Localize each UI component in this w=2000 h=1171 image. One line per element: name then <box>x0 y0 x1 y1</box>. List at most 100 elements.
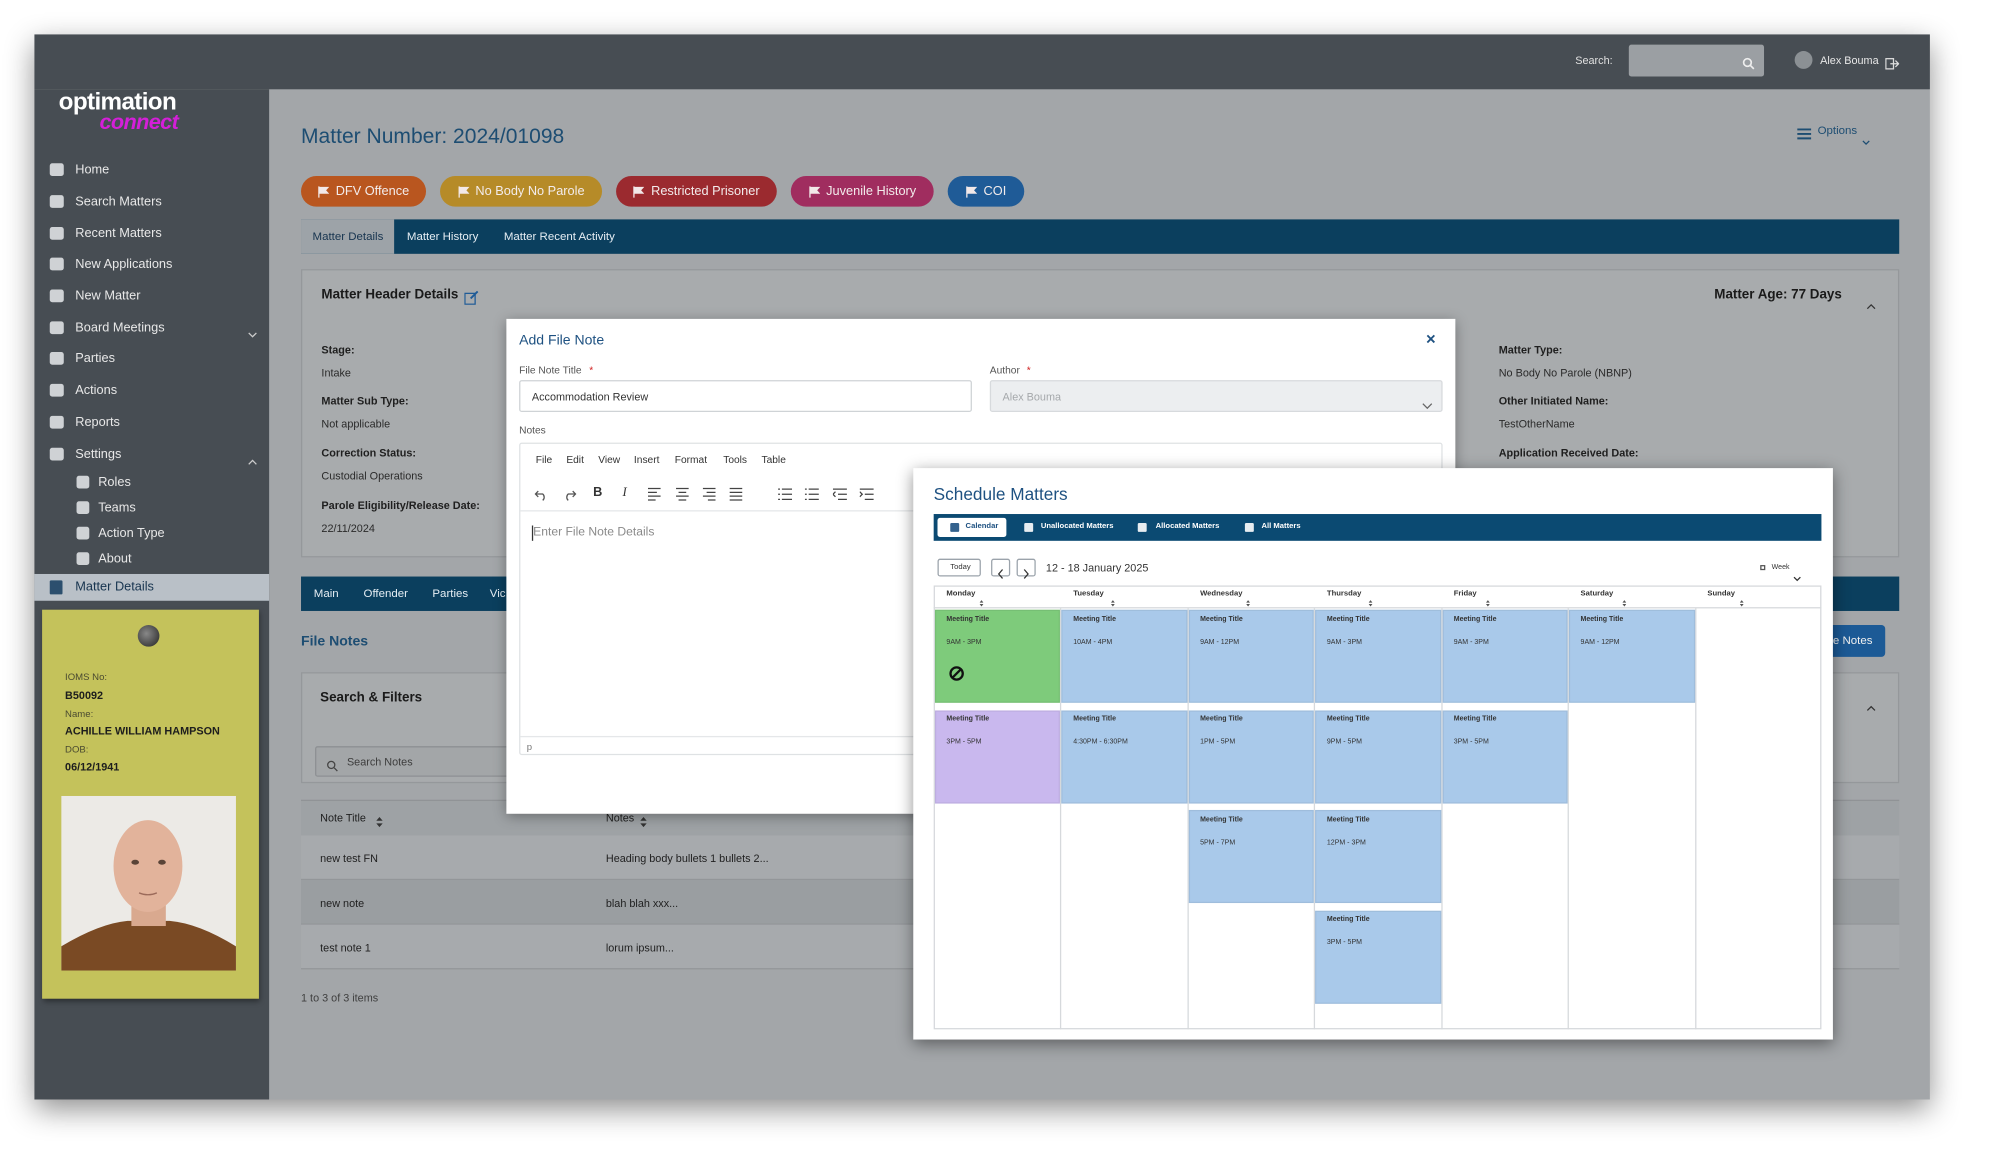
schedule-nav-item[interactable]: Allocated Matters <box>1155 522 1220 530</box>
flag-badge[interactable]: No Body No Parole <box>440 176 603 207</box>
schedule-nav-item[interactable]: All Matters <box>1261 522 1301 530</box>
section-tab[interactable]: Parties <box>432 587 469 600</box>
icon-shape <box>966 185 978 198</box>
calendar-event[interactable] <box>1188 609 1315 703</box>
format-button[interactable]: B <box>593 485 603 500</box>
calendar-event[interactable] <box>1315 609 1441 703</box>
tab-bar <box>301 219 1900 254</box>
editor-menu-item[interactable]: Table <box>761 454 786 466</box>
event-time: 4:30PM - 6:30PM <box>1073 738 1128 747</box>
schedule-nav-item[interactable]: Calendar <box>965 522 999 530</box>
tab[interactable]: Matter History <box>406 229 479 243</box>
menu-item[interactable]: New Applications <box>75 257 173 272</box>
calendar-event[interactable] <box>1442 709 1568 803</box>
icon-shape <box>1023 569 1029 579</box>
calendar-event[interactable] <box>1061 609 1188 703</box>
today-button[interactable] <box>937 558 981 577</box>
calendar-event[interactable] <box>934 609 1061 703</box>
event-title: Meeting Title <box>1200 716 1243 724</box>
calendar-event[interactable] <box>1315 709 1441 803</box>
menu-item[interactable]: Parties <box>75 351 115 366</box>
editor-menu-item[interactable]: Tools <box>723 454 748 466</box>
table-cell: blah blah xxx... <box>605 896 679 909</box>
editor-menu-item[interactable]: File <box>535 454 553 466</box>
tab[interactable]: Matter Recent Activity <box>503 229 615 243</box>
options-menu[interactable]: Options <box>1817 124 1858 137</box>
editor-menu-item[interactable]: View <box>598 454 621 466</box>
event-title: Meeting Title <box>1453 716 1497 724</box>
menu-item[interactable]: Settings <box>75 447 122 462</box>
current-icon <box>49 580 63 595</box>
format-button[interactable]: I <box>622 485 627 500</box>
search-notes-input[interactable] <box>315 746 520 777</box>
calendar-event[interactable] <box>1569 609 1695 703</box>
flag-label: COI <box>983 184 1007 199</box>
menu-item[interactable]: Home <box>75 162 110 177</box>
flag-badge[interactable]: COI <box>947 176 1025 207</box>
event-title: Meeting Title <box>1073 615 1116 624</box>
tab[interactable]: Matter Details <box>312 229 384 243</box>
flag-badge[interactable]: DFV Offence <box>301 176 427 207</box>
editor-menu-item[interactable]: Format <box>674 454 708 466</box>
field-value: 22/11/2024 <box>321 521 375 534</box>
user-name[interactable]: Alex Bouma <box>1820 53 1879 66</box>
flag-label: Juvenile History <box>826 184 917 199</box>
menu-item[interactable]: Actions <box>75 383 118 398</box>
author-select[interactable] <box>989 380 1443 412</box>
schedule-nav-item[interactable]: Unallocated Matters <box>1040 522 1114 530</box>
calendar-event[interactable] <box>1315 809 1441 904</box>
calendar-event[interactable] <box>1061 709 1188 803</box>
table-cell: new note <box>320 896 365 909</box>
icon-shape <box>1793 576 1801 582</box>
offender-value: 06/12/1941 <box>65 759 120 773</box>
submenu-item[interactable]: Action Type <box>98 526 165 541</box>
menu-item[interactable]: Recent Matters <box>75 226 162 241</box>
panel-title: Matter Header Details <box>321 287 459 303</box>
menu-icon <box>49 195 64 208</box>
section-tab[interactable]: Vic <box>489 587 506 600</box>
calendar-event[interactable] <box>1188 809 1315 904</box>
calendar-event[interactable] <box>1315 910 1441 1004</box>
menu-item[interactable]: Reports <box>75 415 120 430</box>
field-label: Matter Sub Type: <box>321 393 409 407</box>
icon-shape <box>1890 60 1900 68</box>
field-label: Application Received Date: <box>1498 445 1639 459</box>
submenu-item[interactable]: Roles <box>98 475 131 490</box>
options-caret <box>1862 129 1870 146</box>
calendar-event[interactable] <box>934 709 1061 803</box>
calendar-event[interactable] <box>1442 609 1568 703</box>
flag-badge[interactable]: Juvenile History <box>790 176 934 207</box>
icon-shape <box>951 668 962 679</box>
section-title: File Notes <box>301 633 369 649</box>
event-title: Meeting Title <box>1326 916 1370 924</box>
icon-shape <box>248 332 257 338</box>
section-tab[interactable]: Offender <box>363 587 408 600</box>
menu-item[interactable]: New Matter <box>75 288 141 303</box>
section-tab[interactable]: Main <box>313 587 339 600</box>
editor-menu-item[interactable]: Insert <box>633 454 660 466</box>
view-select[interactable]: Week <box>1771 563 1790 572</box>
menu-icon <box>49 321 64 335</box>
column-header[interactable]: Note Title <box>320 810 366 824</box>
submenu-item[interactable]: Teams <box>98 500 136 515</box>
title-input[interactable] <box>519 380 972 412</box>
icon-shape <box>702 487 716 501</box>
icon-shape <box>248 332 257 338</box>
flag-icon <box>318 185 330 198</box>
calendar-event[interactable] <box>1188 709 1315 803</box>
icon-shape <box>781 488 793 500</box>
dialog-close[interactable]: × <box>1426 329 1436 349</box>
current-item[interactable]: Matter Details <box>75 579 154 594</box>
column-header[interactable]: Notes <box>605 810 635 824</box>
icon-shape <box>997 569 1004 579</box>
menu-item[interactable]: Board Meetings <box>75 320 165 335</box>
submenu-item[interactable]: About <box>98 551 132 566</box>
editor-menu-item[interactable]: Edit <box>566 454 584 466</box>
icon-shape <box>1749 64 1755 70</box>
icon-shape <box>458 185 469 198</box>
menu-item[interactable]: Search Matters <box>75 194 162 209</box>
search-input[interactable] <box>1628 44 1765 77</box>
icon-shape <box>1110 600 1115 607</box>
flag-badge[interactable]: Restricted Prisoner <box>616 176 777 207</box>
